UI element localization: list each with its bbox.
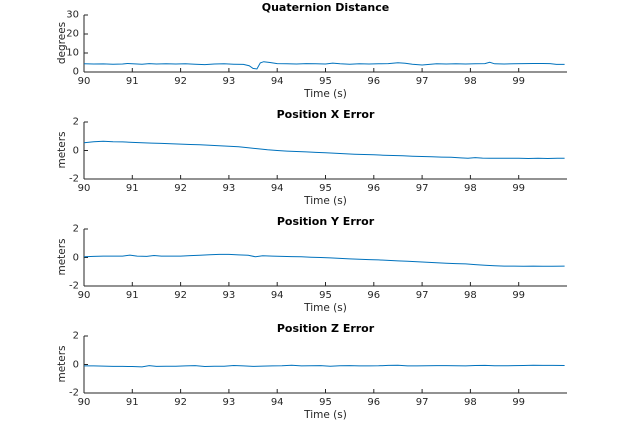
x-tick-label: 97 [415,76,429,87]
x-tick-label: 98 [464,397,477,408]
x-tick-label: 98 [464,183,477,194]
x-tick-label: 97 [415,397,429,408]
x-tick-label: 94 [270,397,284,408]
x-tick-label: 90 [77,183,91,194]
y-tick-label: 30 [66,9,79,21]
y-tick-label: -2 [69,387,79,399]
x-tick-label: 91 [125,397,139,408]
y-tick-label: -2 [69,280,79,292]
x-tick-label: 93 [222,76,236,87]
position-z-error-line [84,364,565,368]
x-tick-label: 95 [319,183,332,194]
y-tick-label: 0 [72,66,79,78]
subplot-3-title: Position Y Error [276,215,375,228]
x-tick-label: 94 [270,290,284,301]
subplot-2-y-axis-label: meters [56,131,68,169]
x-tick-label: 96 [367,76,381,87]
x-tick-label: 94 [270,183,284,194]
y-tick-label: 2 [72,116,79,128]
subplot-4-title: Position Z Error [276,322,375,335]
x-tick-label: 94 [270,76,284,87]
position-x-error-line [83,140,565,160]
y-tick-label: 10 [66,47,79,59]
x-tick-label: 95 [319,76,332,87]
y-tick-label: 20 [66,28,79,40]
y-tick-label: 2 [72,330,79,342]
subplot-3-y-axis-label: meters [56,238,68,276]
y-tick-label: -2 [69,173,79,185]
x-tick-label: 99 [512,290,526,301]
x-tick-label: 97 [415,183,429,194]
x-tick-label: 98 [464,290,477,301]
y-tick-label: 0 [72,145,79,156]
subplot-3-x-axis-label: Time (s) [304,302,347,314]
x-tick-label: 92 [174,183,187,194]
x-tick-label: 97 [415,290,429,301]
x-tick-label: 91 [125,290,139,301]
y-tick-label: 2 [72,223,79,235]
subplot-2-x-axis-label: Time (s) [304,195,347,207]
x-tick-label: 90 [77,76,91,87]
x-tick-label: 96 [367,183,381,194]
x-tick-label: 92 [174,76,187,87]
x-tick-label: 99 [512,397,526,408]
x-tick-label: 93 [222,290,236,301]
x-tick-label: 96 [367,290,381,301]
x-tick-label: 93 [222,397,236,408]
x-tick-label: 91 [125,76,139,87]
position-y-error-line [83,253,565,267]
subplot-1-y-axis-label: degrees [56,21,68,65]
subplot-1-x-axis-label: Time (s) [304,88,347,100]
x-tick-label: 98 [464,76,477,87]
x-tick-label: 92 [174,397,187,408]
subplot-2-title: Position X Error [276,108,375,121]
subplot-1-title: Quaternion Distance [261,1,390,14]
subplot-4-x-axis-label: Time (s) [304,409,347,421]
x-tick-label: 96 [367,397,381,408]
x-tick-label: 99 [512,183,526,194]
x-tick-label: 90 [77,290,91,301]
quaternion-distance-line [83,61,565,70]
x-tick-label: 92 [174,290,187,301]
x-tick-label: 90 [77,397,91,408]
x-tick-label: 95 [319,397,332,408]
x-tick-label: 93 [222,183,236,194]
x-tick-label: 99 [512,76,526,87]
x-tick-label: 95 [319,290,332,301]
x-tick-label: 91 [125,183,139,194]
y-tick-label: 0 [72,252,79,263]
y-tick-label: 0 [72,359,79,370]
subplot-4-y-axis-label: meters [56,345,68,383]
